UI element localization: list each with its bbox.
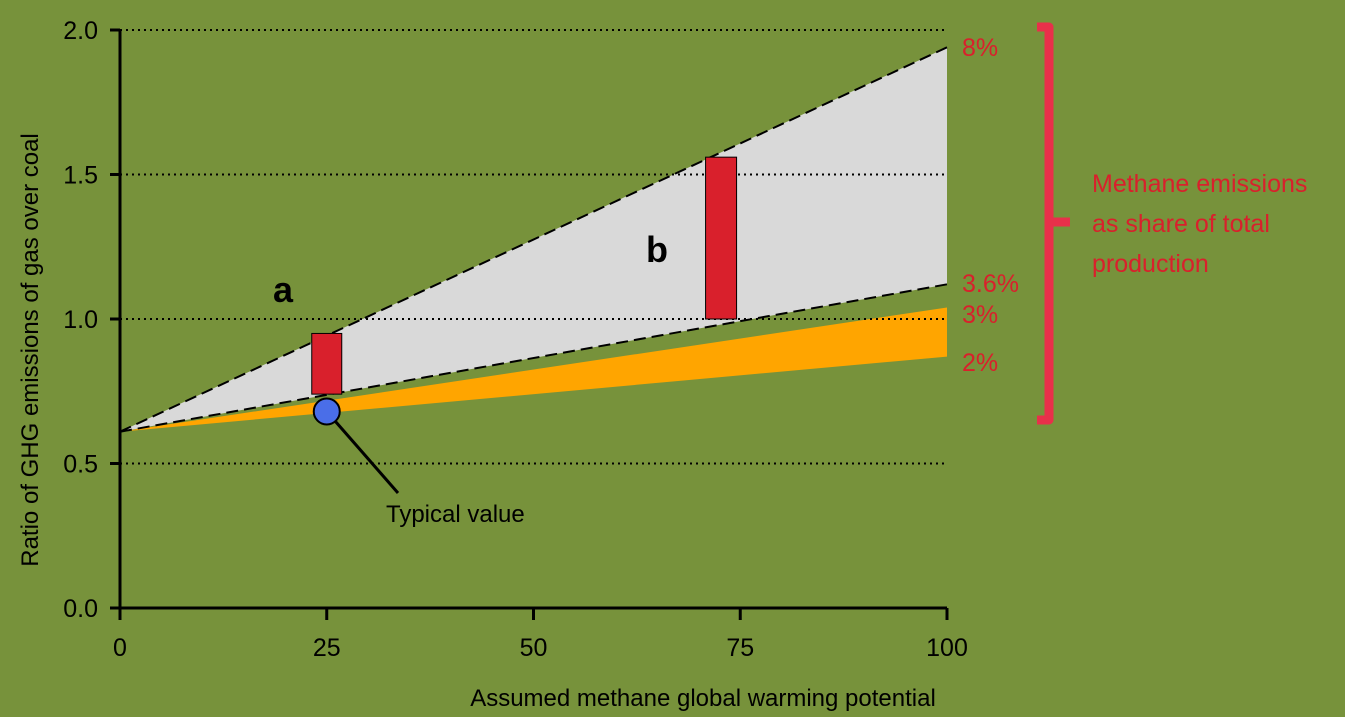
range-bar-a — [311, 332, 343, 395]
bracket-label-line: production — [1092, 250, 1209, 278]
series-label-3-percent: 3% — [962, 301, 998, 329]
x-axis-title: Assumed methane global warming potential — [470, 685, 936, 712]
bracket-label-line: as share of total — [1092, 210, 1270, 238]
x-tick-label: 100 — [926, 634, 968, 662]
bracket-shape — [1037, 22, 1070, 425]
y-axis-title: Ratio of GHG emissions of gas over coal — [17, 133, 44, 567]
range-bar-label-b: b — [646, 229, 668, 270]
y-tick-label: 1.0 — [63, 306, 98, 334]
typical-value-point — [312, 397, 341, 426]
series-label-8-percent: 8% — [962, 34, 998, 62]
y-tick-label: 1.5 — [63, 162, 98, 190]
orange-band-area — [120, 307, 947, 432]
x-tick-label: 0 — [113, 634, 127, 662]
y-tick-label: 0.5 — [63, 451, 98, 479]
series-label-3-6-percent: 3.6% — [962, 270, 1019, 298]
typical-value-label: Typical value — [386, 501, 525, 528]
bracket-label-line: Methane emissions — [1092, 170, 1307, 198]
x-tick-marks — [118, 608, 949, 620]
x-tick-label: 25 — [313, 634, 341, 662]
series-label-2-percent: 2% — [962, 349, 998, 377]
y-tick-marks — [110, 28, 120, 610]
series-line-8-percent — [119, 46, 948, 433]
range-bar-b — [705, 156, 738, 320]
range-bar-label-a: a — [273, 269, 294, 310]
y-tick-label: 0.0 — [63, 595, 98, 623]
series-line-3-6-percent — [119, 283, 948, 433]
x-tick-label: 50 — [520, 634, 548, 662]
y-tick-label: 2.0 — [63, 17, 98, 45]
typical-value-leader-line — [325, 410, 400, 494]
x-tick-label: 75 — [726, 634, 754, 662]
